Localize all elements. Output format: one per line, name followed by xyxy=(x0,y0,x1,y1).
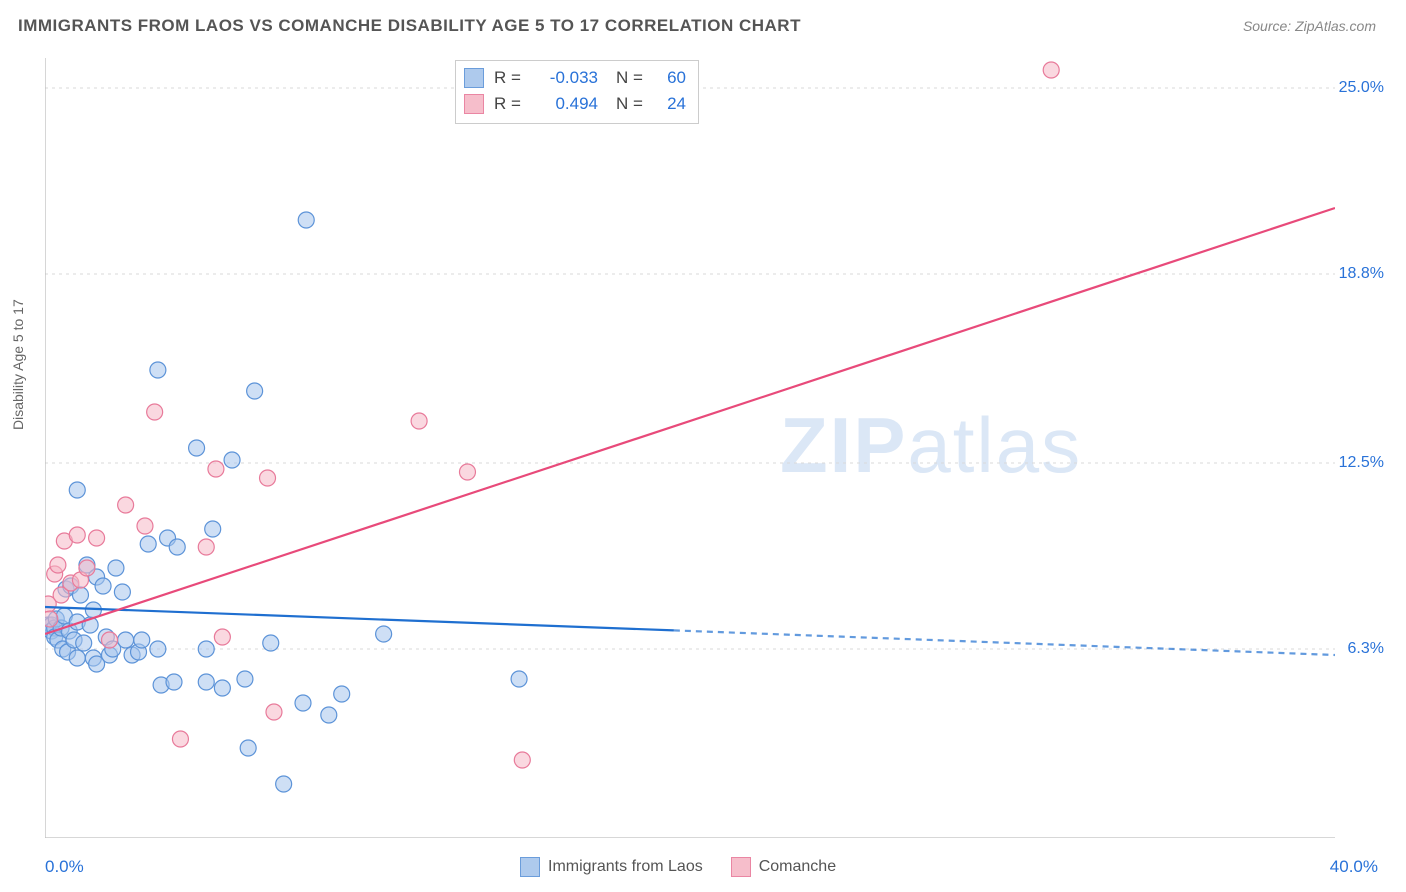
y-tick-label: 6.3% xyxy=(1348,640,1384,658)
r-label: R = xyxy=(494,68,524,88)
r-value-laos: -0.033 xyxy=(534,68,598,88)
swatch-comanche xyxy=(464,94,484,114)
y-tick-label: 25.0% xyxy=(1339,79,1384,97)
swatch-laos xyxy=(520,857,540,877)
n-value-laos: 60 xyxy=(656,68,686,88)
n-label: N = xyxy=(616,68,646,88)
legend-item-comanche: Comanche xyxy=(731,857,836,877)
source-credit: Source: ZipAtlas.com xyxy=(1243,18,1376,34)
legend-label-comanche: Comanche xyxy=(759,858,836,876)
y-axis-label: Disability Age 5 to 17 xyxy=(10,299,26,430)
chart-header: IMMIGRANTS FROM LAOS VS COMANCHE DISABIL… xyxy=(18,16,1376,36)
r-label: R = xyxy=(494,94,524,114)
stats-row-comanche: R = 0.494 N = 24 xyxy=(464,91,686,117)
scatter-plot xyxy=(45,58,1335,838)
swatch-comanche xyxy=(731,857,751,877)
stats-row-laos: R = -0.033 N = 60 xyxy=(464,65,686,91)
chart-title: IMMIGRANTS FROM LAOS VS COMANCHE DISABIL… xyxy=(18,16,801,36)
series-legend: Immigrants from Laos Comanche xyxy=(520,857,836,877)
legend-item-laos: Immigrants from Laos xyxy=(520,857,703,877)
stats-legend: R = -0.033 N = 60 R = 0.494 N = 24 xyxy=(455,60,699,124)
y-tick-label: 12.5% xyxy=(1339,454,1384,472)
y-tick-label: 18.8% xyxy=(1339,265,1384,283)
r-value-comanche: 0.494 xyxy=(534,94,598,114)
x-axis-min-label: 0.0% xyxy=(45,857,84,877)
n-value-comanche: 24 xyxy=(656,94,686,114)
x-axis-max-label: 40.0% xyxy=(1330,857,1378,877)
legend-label-laos: Immigrants from Laos xyxy=(548,858,703,876)
swatch-laos xyxy=(464,68,484,88)
source-prefix: Source: xyxy=(1243,18,1295,34)
source-name: ZipAtlas.com xyxy=(1295,18,1376,34)
n-label: N = xyxy=(616,94,646,114)
